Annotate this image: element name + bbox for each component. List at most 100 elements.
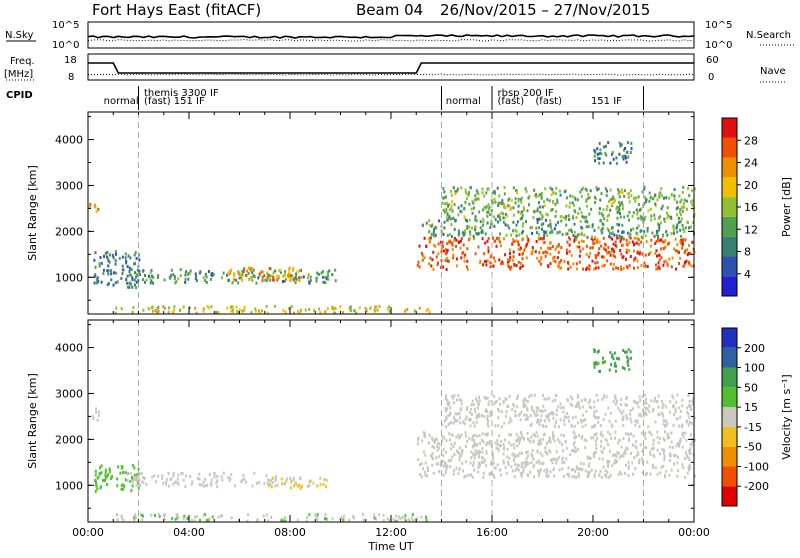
data-cell bbox=[509, 251, 511, 255]
data-cell bbox=[634, 256, 637, 260]
data-cell bbox=[94, 265, 97, 269]
data-cell bbox=[502, 262, 504, 266]
data-cell bbox=[609, 253, 612, 257]
data-cell bbox=[114, 262, 117, 266]
data-cell bbox=[662, 263, 665, 267]
data-cell bbox=[551, 187, 554, 191]
data-cell bbox=[492, 473, 495, 477]
data-cell bbox=[265, 513, 268, 517]
data-cell bbox=[474, 410, 477, 414]
data-cell bbox=[499, 440, 502, 444]
data-cell bbox=[585, 225, 588, 229]
data-cell bbox=[598, 161, 601, 165]
data-cell bbox=[644, 253, 647, 257]
data-cell bbox=[622, 454, 625, 458]
data-cell bbox=[599, 433, 602, 437]
data-cell bbox=[451, 433, 454, 437]
data-cell bbox=[557, 243, 560, 247]
data-cell bbox=[613, 351, 616, 355]
data-cell bbox=[321, 270, 324, 274]
data-cell bbox=[135, 286, 138, 289]
data-cell bbox=[106, 482, 109, 486]
data-cell bbox=[588, 267, 591, 271]
data-cell bbox=[420, 475, 423, 479]
data-cell bbox=[474, 453, 477, 456]
data-cell bbox=[553, 227, 556, 231]
data-cell bbox=[137, 279, 140, 283]
data-cell bbox=[545, 471, 548, 475]
data-cell bbox=[646, 229, 649, 233]
data-cell bbox=[618, 223, 621, 227]
data-cell bbox=[493, 475, 496, 479]
data-cell bbox=[620, 403, 622, 407]
data-cell bbox=[600, 476, 603, 479]
data-cell bbox=[319, 483, 322, 487]
data-cell bbox=[671, 256, 674, 260]
data-cell bbox=[576, 198, 579, 202]
data-cell bbox=[487, 424, 490, 428]
data-cell bbox=[609, 432, 612, 436]
data-cell bbox=[559, 193, 562, 197]
data-cell bbox=[575, 467, 578, 471]
freq-tick-top: 18 bbox=[64, 55, 77, 66]
data-cell bbox=[299, 476, 302, 480]
data-cell bbox=[615, 207, 618, 211]
data-cell bbox=[339, 517, 342, 520]
data-cell bbox=[557, 438, 560, 442]
data-cell bbox=[485, 263, 488, 267]
data-cell bbox=[681, 190, 684, 194]
data-cell bbox=[462, 420, 465, 424]
data-cell bbox=[501, 212, 504, 216]
data-cell bbox=[107, 272, 110, 276]
data-cell bbox=[177, 277, 180, 281]
data-cell bbox=[645, 446, 648, 450]
beam-label: Beam 04 bbox=[356, 1, 423, 19]
data-cell bbox=[578, 245, 581, 249]
data-cell bbox=[670, 440, 673, 444]
data-cell bbox=[270, 274, 273, 278]
data-cell bbox=[648, 410, 651, 414]
data-cell bbox=[524, 398, 527, 402]
data-cell bbox=[470, 403, 473, 407]
data-cell bbox=[646, 460, 649, 464]
data-cell bbox=[422, 223, 425, 227]
data-cell bbox=[423, 236, 426, 240]
data-cell bbox=[508, 248, 511, 252]
data-cell bbox=[600, 244, 603, 248]
data-cell bbox=[162, 481, 165, 485]
data-cell bbox=[533, 210, 535, 214]
data-cell bbox=[684, 476, 687, 479]
data-cell bbox=[692, 199, 694, 203]
data-cell bbox=[602, 161, 605, 165]
data-cell bbox=[544, 250, 547, 254]
data-cell bbox=[555, 186, 558, 190]
data-cell bbox=[681, 205, 684, 209]
data-cell bbox=[465, 434, 468, 438]
data-cell bbox=[594, 469, 597, 473]
data-cell bbox=[571, 195, 574, 199]
data-cell bbox=[540, 262, 542, 266]
data-cell bbox=[625, 238, 628, 242]
data-cell bbox=[562, 405, 565, 409]
data-cell bbox=[543, 469, 546, 473]
data-cell bbox=[687, 394, 690, 398]
data-cell bbox=[481, 447, 484, 451]
data-cell bbox=[466, 193, 469, 197]
data-cell bbox=[331, 273, 334, 277]
data-cell bbox=[658, 192, 661, 196]
data-cell bbox=[93, 258, 96, 262]
data-cell bbox=[650, 433, 653, 437]
data-cell bbox=[500, 473, 502, 477]
data-cell bbox=[654, 202, 657, 206]
data-cell bbox=[266, 271, 269, 275]
data-cell bbox=[497, 447, 500, 451]
data-cell bbox=[663, 430, 666, 434]
data-cell bbox=[502, 216, 505, 220]
data-cell bbox=[457, 433, 460, 437]
data-cell bbox=[526, 209, 529, 213]
data-cell bbox=[597, 361, 600, 365]
data-cell bbox=[598, 207, 601, 211]
data-cell bbox=[473, 444, 476, 448]
data-cell bbox=[461, 461, 464, 465]
data-cell bbox=[615, 364, 617, 368]
